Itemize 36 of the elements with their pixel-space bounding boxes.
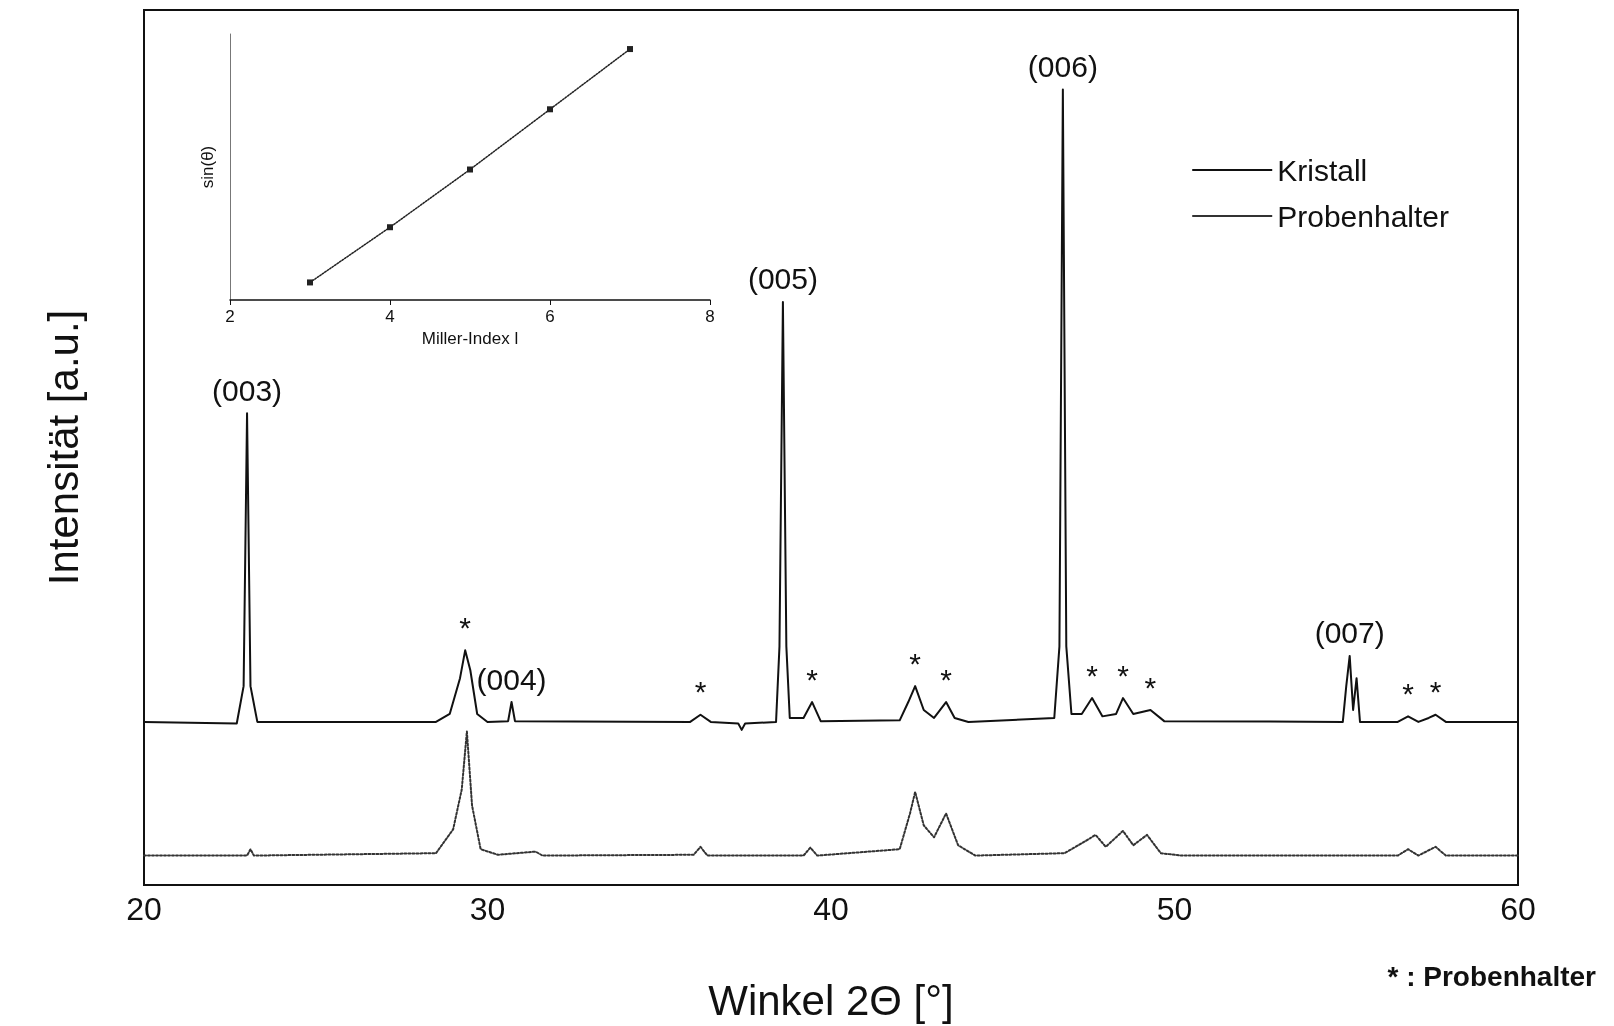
x-tick-label: 8 xyxy=(705,307,715,326)
x-tick-label: 4 xyxy=(385,307,395,326)
x-axis-title: Miller-Index l xyxy=(421,328,519,348)
annotation: * xyxy=(1429,675,1442,709)
x-tick-label: 60 xyxy=(1500,891,1536,927)
point xyxy=(307,279,313,286)
point xyxy=(547,106,553,113)
annotation: (006) xyxy=(1027,50,1098,84)
annotation: * xyxy=(909,646,922,680)
x-tick-label: 2 xyxy=(225,307,235,326)
point xyxy=(387,224,393,231)
point xyxy=(467,166,473,173)
y-axis-title: Intensität [a.u.] xyxy=(39,309,87,586)
legend-label: Kristall xyxy=(1277,153,1368,187)
annotation: * xyxy=(940,662,953,696)
x-tick-label: 20 xyxy=(126,891,162,927)
y-axis-title: sin(θ) xyxy=(198,145,217,189)
annotation: * xyxy=(459,610,472,644)
x-tick-label: 40 xyxy=(813,891,849,927)
x-axis-title: Winkel 2Θ [°] xyxy=(708,976,954,1024)
x-tick-label: 6 xyxy=(545,307,555,326)
x-tick-label: 50 xyxy=(1156,891,1193,927)
annotation: * xyxy=(806,662,819,696)
annotation: (003) xyxy=(212,373,283,407)
text: * : Probenhalter xyxy=(1387,960,1597,992)
legend-label: Probenhalter xyxy=(1277,199,1450,233)
annotation: (004) xyxy=(476,662,547,696)
annotation: (005) xyxy=(747,262,818,296)
annotation: * xyxy=(694,675,707,709)
annotation: * xyxy=(1086,658,1099,692)
annotation: (007) xyxy=(1314,616,1385,650)
annotation: * xyxy=(1144,670,1157,704)
annotation: * xyxy=(1402,676,1415,710)
point xyxy=(627,46,633,53)
x-tick-label: 30 xyxy=(469,891,506,927)
annotation: * xyxy=(1117,658,1130,692)
